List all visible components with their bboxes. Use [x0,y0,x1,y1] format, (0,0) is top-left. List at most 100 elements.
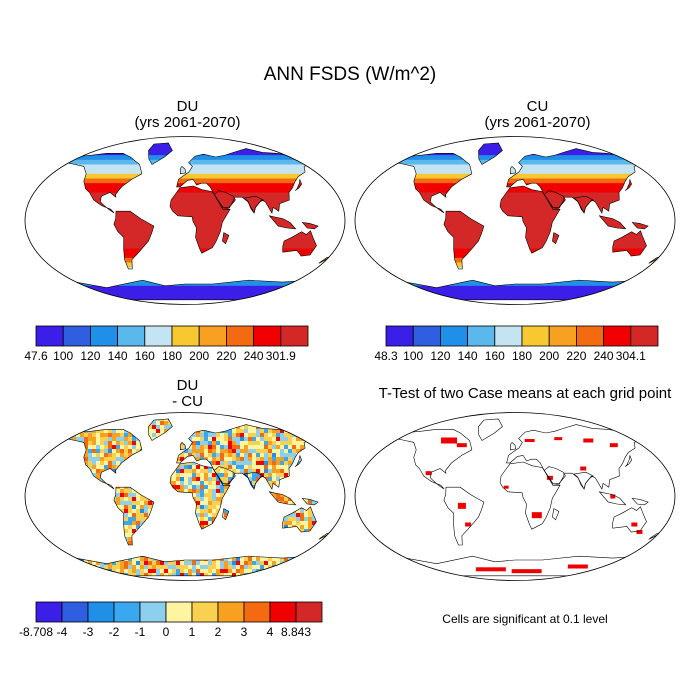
map-cell [168,573,172,576]
map-cell [252,437,256,441]
colorbar-swatch [253,325,282,347]
map-cell [316,441,320,445]
map-cell [108,419,112,421]
map-cell [180,473,184,477]
map-cell [192,581,196,585]
map-cell [20,497,24,501]
map-cell [268,441,272,445]
map-cell [136,409,140,413]
map-cell [144,561,148,565]
map-cell [256,433,260,437]
colorbar-swatch [113,601,141,623]
map-cell [124,497,128,501]
colorbar-swatch [144,325,173,347]
map-cell [220,485,224,489]
map-cell [272,441,276,445]
map-cell [316,409,320,413]
colorbar-tick-label: -2 [109,625,120,639]
map-cell [20,421,24,425]
map-cell [224,409,228,413]
map-cell [24,457,28,461]
map-cell [184,481,188,485]
map-cell [280,445,284,449]
map-cell [328,577,332,581]
map-cell [32,577,36,581]
map-cell [116,505,120,509]
map-cell [20,501,24,505]
panel-title-du-line1: DU [176,98,199,115]
map-cell [84,421,88,425]
map-cell [32,565,36,569]
map-cell [268,419,272,421]
map-cell [288,577,292,581]
map-cell [340,517,344,521]
map-cell [284,441,288,445]
map-cell [184,465,188,469]
map-cell [188,573,192,576]
map-cell [28,413,32,417]
map-cell [320,429,324,433]
map-cell [284,525,288,529]
significant-cell [475,567,506,572]
map-cell [236,565,240,569]
map-cell [192,437,196,441]
coastline-indonesia [598,215,627,230]
map-cell [308,409,312,413]
map-cell [336,441,340,445]
map-cell [272,413,276,417]
map-cell [128,565,132,569]
map-cell [224,449,228,453]
coastline-madagascar [222,508,230,521]
map-cell [124,489,128,493]
map-cell [88,565,92,569]
map-cell [196,445,200,449]
map-cell [32,441,36,445]
map-cell [120,413,124,417]
map-cell [148,569,152,573]
map-cell [116,501,120,505]
map-cell [55,197,333,203]
map-cell [152,565,156,569]
map-cell [28,437,32,441]
map-cell [232,565,236,569]
map-cell [32,429,36,433]
map-cell [204,573,208,576]
map-cell [320,561,324,565]
map-cell [340,549,344,553]
map-cell [124,517,128,521]
map-cell [112,465,116,469]
map-cell [312,437,316,441]
map-cell [336,421,340,425]
map-cell [228,477,232,481]
map-cell [24,525,28,529]
map-cell [240,561,244,565]
map-cell [180,441,184,445]
coastline-africa [499,461,561,530]
map-cell [55,295,333,300]
map-cell [140,565,144,569]
map-cell [336,453,340,457]
map-cell [232,429,236,433]
colorbar-tick-label: 220 [216,349,236,363]
map-cell [220,457,224,461]
map-cell [55,206,333,212]
map-cell [128,513,132,517]
map-cell [172,581,176,585]
map-cell [132,445,136,449]
map-cell [336,533,340,537]
map-cell [40,549,44,553]
map-cell [232,461,236,465]
map-cell [92,465,96,469]
map-cell [228,445,232,449]
map-cell [152,581,156,585]
map-cell [312,553,316,557]
map-cell [240,413,244,417]
map-cell [252,557,256,561]
colorbar-tick-label: -4 [57,625,68,639]
map-cell [244,565,248,569]
map-cell [24,557,28,561]
map-cell [172,573,176,576]
map-cell [196,453,200,457]
map-cell [32,453,36,457]
map-cell [180,445,184,449]
